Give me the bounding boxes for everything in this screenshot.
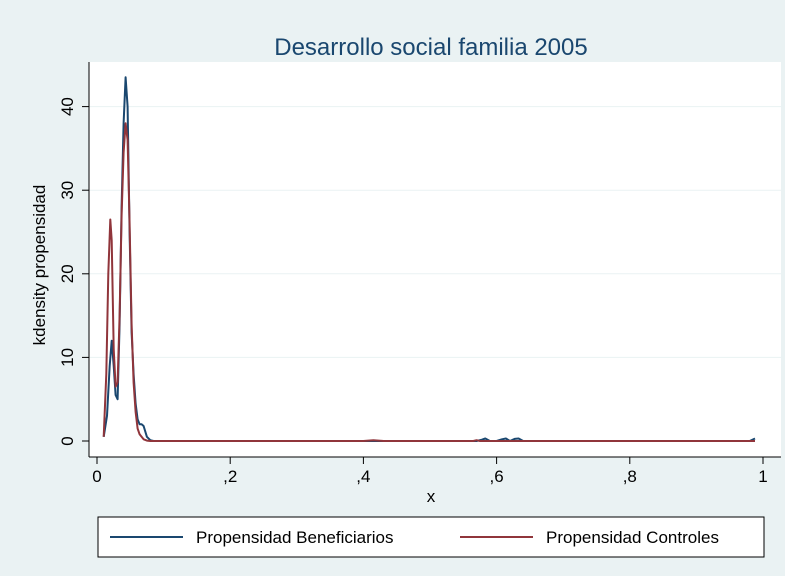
- y-tick-label: 40: [58, 97, 77, 116]
- y-tick-label: 20: [58, 264, 77, 283]
- legend-box: [97, 516, 765, 558]
- x-tick-label: 0: [92, 467, 101, 486]
- chart-title: Desarrollo social familia 2005: [274, 34, 587, 61]
- y-axis-ticks: 0 10 20 30 40: [58, 97, 89, 446]
- x-tick-label: ,4: [356, 467, 370, 486]
- x-tick-label: ,8: [623, 467, 637, 486]
- series-line-2: [102, 122, 755, 442]
- y-tick-label: 0: [58, 436, 77, 445]
- plot-area: [89, 62, 781, 457]
- y-axis-title: kdensity propensidad: [30, 185, 49, 346]
- legend: Propensidad Beneficiarios Propensidad Con…: [110, 528, 719, 547]
- legend-label-1: Propensidad Beneficiarios: [196, 528, 394, 547]
- legend-label-2: Propensidad Controles: [546, 528, 719, 547]
- x-axis-title: x: [427, 487, 436, 506]
- x-axis-ticks: 0 ,2 ,4 ,6 ,8 1: [92, 457, 768, 486]
- y-tick-label: 30: [58, 181, 77, 200]
- gridlines: [89, 106, 781, 358]
- x-tick-label: 1: [758, 467, 767, 486]
- y-tick-label: 10: [58, 348, 77, 367]
- x-tick-label: ,2: [223, 467, 237, 486]
- series-lines: [102, 76, 756, 442]
- x-tick-label: ,6: [490, 467, 504, 486]
